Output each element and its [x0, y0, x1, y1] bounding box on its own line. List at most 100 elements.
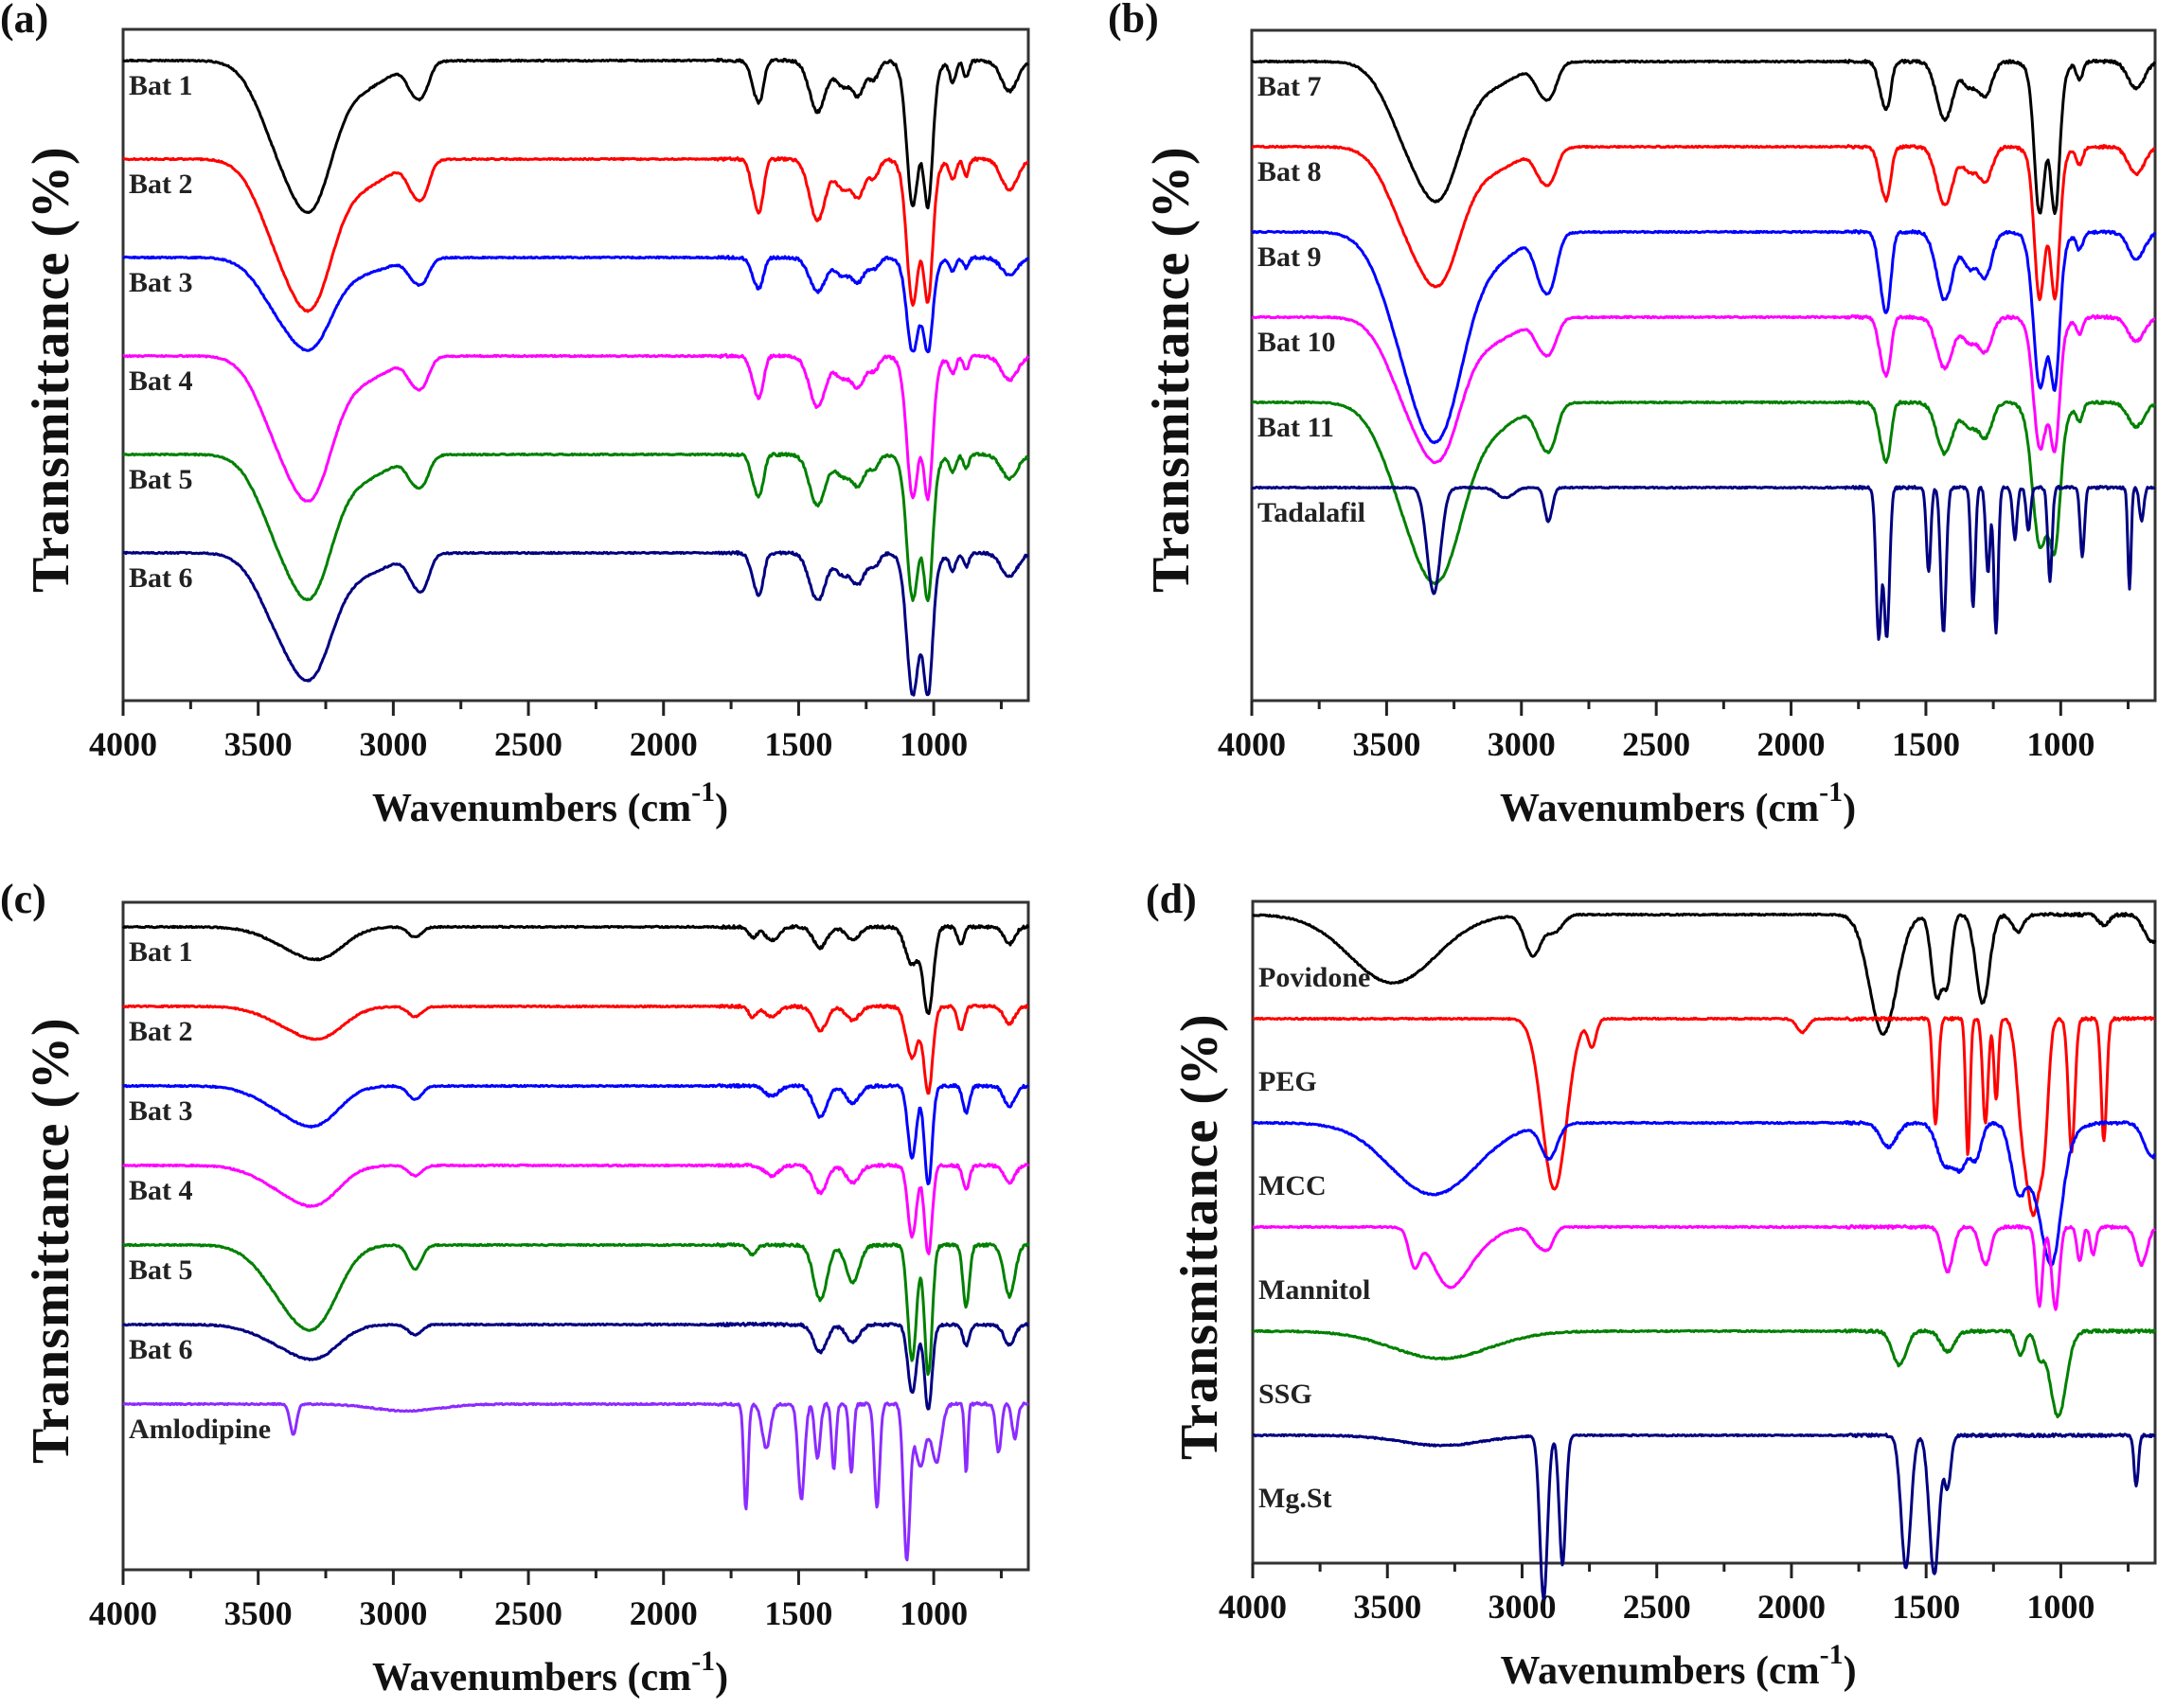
x-axis-label-close: )	[715, 1656, 729, 1699]
spectrum-line-bat-1	[122, 58, 1029, 215]
spectrum-line-bat-5	[122, 452, 1030, 602]
series-label: Bat 6	[129, 562, 193, 594]
series-label: Bat 11	[1257, 412, 1334, 443]
x-tick-label: 3000	[359, 725, 427, 763]
plot-frame	[1250, 28, 2157, 703]
plot-frame	[121, 27, 1030, 703]
x-tick-label: 3000	[1488, 725, 1556, 763]
y-axis-label: Transmittance (%)	[22, 145, 80, 593]
series-label: Bat 7	[1257, 71, 1322, 102]
x-axis-label: Wavenumbers (cm-1)	[1500, 776, 1857, 831]
plot-frame	[1251, 899, 2157, 1565]
spectrum-line-bat-11	[1251, 400, 2156, 585]
series-label: Amlodipine	[129, 1414, 271, 1445]
series-label: PEG	[1258, 1066, 1317, 1097]
x-axis-label-text: Wavenumbers (cm	[372, 1656, 692, 1699]
series-label: Bat 9	[1257, 241, 1322, 273]
panel-letter: (b)	[1108, 0, 1159, 42]
series-label: Tadalafil	[1257, 497, 1365, 528]
x-axis-label-close: )	[1843, 787, 1857, 830]
x-tick-label: 4000	[1219, 1588, 1287, 1626]
spectrum-line-bat-2	[122, 1004, 1029, 1095]
x-tick-label: 1500	[1892, 1588, 1960, 1626]
plot-area: 4000 3500 3000 2500 2000 1500 1000 Bat 7 Bat 8 Ba…	[1218, 28, 2157, 763]
spectrum-line-mannitol	[1252, 1224, 2156, 1311]
x-axis-label-exponent: -1	[1819, 1639, 1844, 1670]
x-tick-label: 2000	[1757, 1588, 1826, 1626]
series-label: Bat 2	[129, 1016, 193, 1047]
series-label: Bat 5	[129, 464, 193, 495]
x-tick-label: 2500	[494, 1594, 562, 1632]
y-axis-label: Transmittance (%)	[22, 1016, 80, 1464]
spectrum-line-bat-1	[121, 924, 1030, 1016]
x-tick-label: 3500	[1352, 725, 1420, 763]
spectrum-line-bat-7	[1251, 59, 2157, 216]
x-tick-label: 2000	[630, 1594, 698, 1632]
x-tick-label: 2000	[1757, 725, 1826, 763]
series-label: SSG	[1258, 1379, 1312, 1410]
series-label: Bat 4	[129, 1175, 193, 1206]
spectrum-line-peg	[1252, 1016, 2156, 1218]
panel-letter: (c)	[0, 876, 46, 922]
spectrum-line-bat-5	[122, 1242, 1030, 1377]
spectrum-line-ssg	[1252, 1328, 2157, 1419]
x-tick-label: 2000	[630, 725, 698, 763]
panel-letter: (a)	[0, 0, 49, 42]
plot-area: 4000 3500 3000 2500 2000 1500 1000 Bat 1 Bat 2 Ba…	[89, 27, 1030, 763]
spectrum-line-bat-4	[122, 1163, 1030, 1255]
series-label: Bat 6	[129, 1334, 193, 1365]
x-axis-label: Wavenumbers (cm-1)	[372, 776, 729, 831]
x-axis-label-close: )	[1843, 1649, 1857, 1693]
x-tick-label: 2500	[1622, 725, 1690, 763]
series-label: Bat 2	[129, 169, 193, 200]
x-tick-label: 1500	[764, 1594, 832, 1632]
spectrum-line-povidone	[1252, 912, 2157, 1036]
series-label: Bat 3	[129, 267, 193, 298]
spectrum-line-bat-2	[122, 156, 1029, 313]
series-label: Bat 1	[129, 936, 193, 968]
x-tick-label: 2500	[1623, 1588, 1691, 1626]
spectrum-line-bat-10	[1251, 314, 2156, 465]
x-axis-label-exponent: -1	[1819, 776, 1844, 808]
x-tick-label: 4000	[89, 1594, 157, 1632]
x-tick-label: 3500	[1353, 1588, 1421, 1626]
x-tick-label: 1500	[764, 725, 832, 763]
x-tick-label: 3500	[224, 1594, 293, 1632]
x-tick-label: 1000	[2026, 1588, 2095, 1626]
series-label: MCC	[1258, 1170, 1327, 1201]
spectrum-line-mcc	[1252, 1120, 2156, 1268]
spectrum-line-bat-6	[122, 1322, 1029, 1411]
series-label: Bat 8	[1257, 156, 1322, 187]
x-tick-label: 1000	[2026, 725, 2095, 763]
x-tick-label: 1500	[1892, 725, 1960, 763]
spectrum-line-bat-8	[1251, 144, 2156, 302]
spectrum-line-tadalafil	[1251, 485, 2156, 641]
spectrum-line-bat-6	[122, 550, 1029, 697]
plot-frame	[121, 900, 1030, 1572]
x-axis-label: Wavenumbers (cm-1)	[1500, 1639, 1857, 1694]
y-axis-label: Transmittance (%)	[1142, 146, 1201, 593]
x-tick-label: 4000	[1218, 725, 1286, 763]
x-tick-label: 2500	[494, 725, 562, 763]
series-label: Bat 4	[129, 365, 193, 397]
x-axis-label-close: )	[715, 787, 729, 830]
series-label: Bat 3	[129, 1095, 193, 1127]
plot-area: 4000 3500 3000 2500 2000 1500 1000PovidonePEGM…	[1219, 899, 2157, 1626]
x-axis-label-text: Wavenumbers (cm	[372, 787, 692, 830]
plot-area: 4000 3500 3000 2500 2000 1500 1000 Bat 1 Bat 2 Ba…	[89, 900, 1030, 1632]
x-tick-label: 1000	[900, 725, 968, 763]
series-label: Povidone	[1258, 962, 1370, 993]
x-axis-label-exponent: -1	[691, 776, 716, 808]
x-axis-label-text: Wavenumbers (cm	[1500, 787, 1820, 830]
x-axis-label-text: Wavenumbers (cm	[1500, 1649, 1820, 1693]
x-tick-label: 3000	[359, 1594, 427, 1632]
spectrum-line-bat-3	[122, 1083, 1029, 1185]
spectrum-line-bat-4	[122, 353, 1030, 503]
spectrum-line-amlodipine	[122, 1401, 1029, 1562]
spectrum-line-bat-3	[122, 255, 1030, 354]
series-label: Mannitol	[1258, 1274, 1370, 1306]
spectrum-line-mg-st	[1252, 1432, 2156, 1601]
series-label: Bat 1	[129, 70, 193, 101]
spectrum-line-bat-9	[1251, 229, 2157, 445]
x-axis-label: Wavenumbers (cm-1)	[372, 1646, 729, 1700]
